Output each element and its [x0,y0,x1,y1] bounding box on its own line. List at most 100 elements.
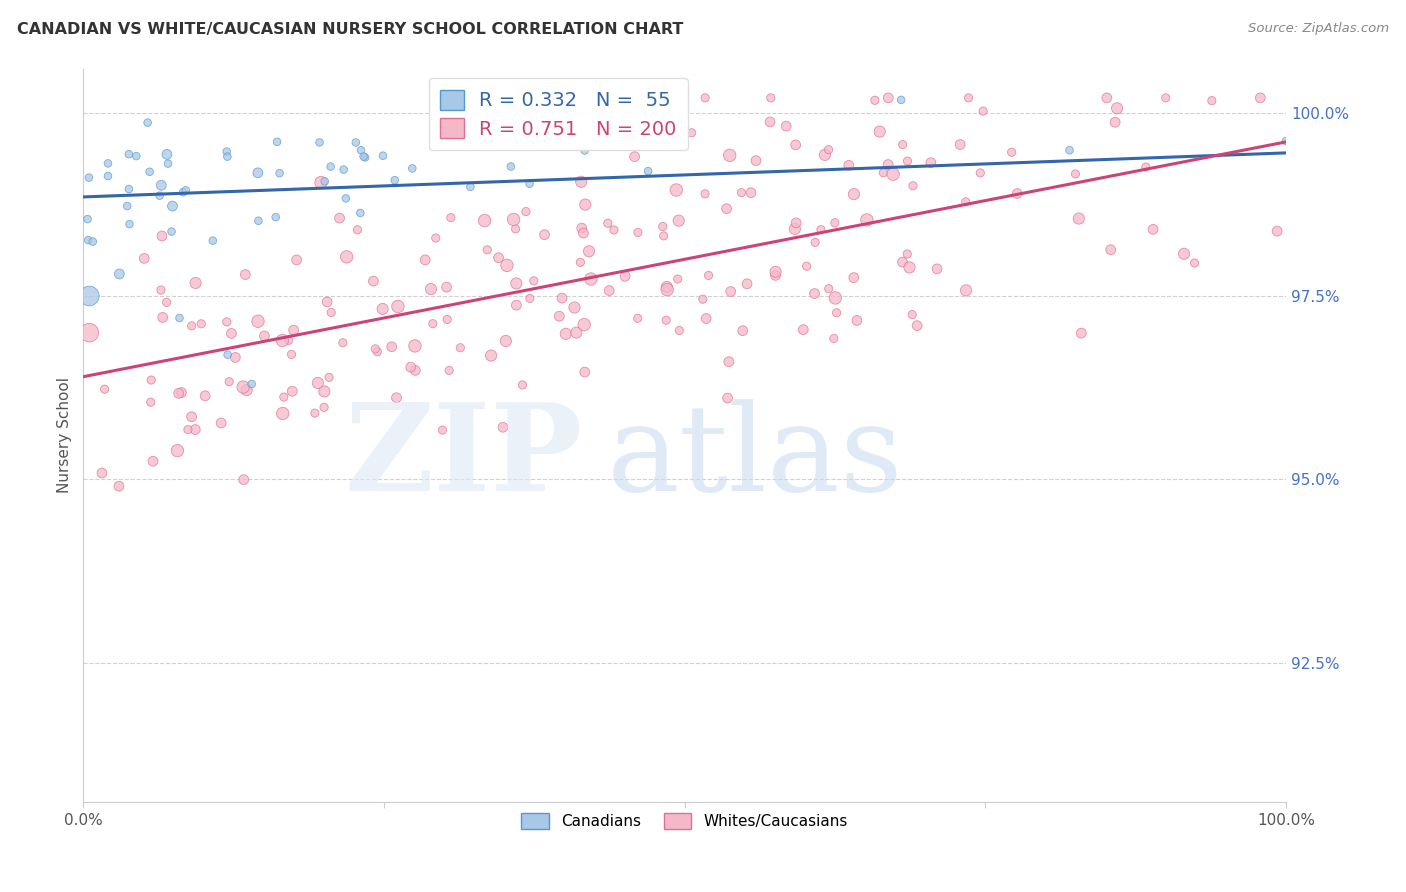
Point [1201,94,1223,108]
Point [731,324,754,338]
Point [174,183,197,197]
Point [118,147,141,161]
Point [1275,134,1298,148]
Point [488,251,510,265]
Point [1184,256,1206,270]
Point [240,377,263,392]
Point [792,323,814,337]
Point [170,385,193,400]
Point [759,91,782,105]
Point [142,454,165,468]
Point [515,204,537,219]
Point [304,406,326,420]
Point [1104,115,1126,129]
Y-axis label: Nursery School: Nursery School [58,377,72,493]
Point [91,466,114,480]
Point [312,401,335,415]
Point [785,137,807,152]
Point [1135,160,1157,174]
Point [139,395,162,409]
Point [97,156,120,170]
Point [167,386,190,401]
Point [882,167,904,181]
Point [1142,222,1164,236]
Point [177,423,200,437]
Point [572,318,595,332]
Point [803,286,825,301]
Point [280,347,302,361]
Point [1005,186,1028,201]
Point [716,202,738,216]
Point [505,298,527,312]
Point [247,314,270,328]
Point [668,323,690,337]
Point [627,226,650,240]
Point [1154,91,1177,105]
Point [149,283,172,297]
Point [863,93,886,107]
Point [364,342,387,356]
Point [1064,167,1087,181]
Point [118,217,141,231]
Point [77,233,100,247]
Point [578,244,600,259]
Point [422,317,444,331]
Point [138,165,160,179]
Point [969,166,991,180]
Point [783,222,806,236]
Point [277,333,299,347]
Point [150,178,173,193]
Point [316,294,339,309]
Point [381,340,404,354]
Point [898,260,921,275]
Point [404,339,426,353]
Point [425,231,447,245]
Point [232,473,254,487]
Text: atlas: atlas [606,399,903,516]
Point [596,216,619,230]
Text: CANADIAN VS WHITE/CAUCASIAN NURSERY SCHOOL CORRELATION CHART: CANADIAN VS WHITE/CAUCASIAN NURSERY SCHO… [17,22,683,37]
Point [877,91,900,105]
Point [869,125,891,139]
Point [363,274,385,288]
Point [496,259,519,273]
Point [385,391,408,405]
Point [436,312,458,326]
Point [668,213,690,227]
Point [665,183,688,197]
Point [666,272,689,286]
Point [336,250,359,264]
Point [283,323,305,337]
Point [366,344,388,359]
Point [218,375,240,389]
Point [523,274,546,288]
Point [82,235,104,249]
Point [460,179,482,194]
Point [571,221,593,235]
Point [194,389,217,403]
Point [1070,326,1092,340]
Point [166,443,188,458]
Point [125,149,148,163]
Point [160,225,183,239]
Point [901,178,924,193]
Point [329,211,352,226]
Point [387,300,409,314]
Point [281,384,304,399]
Point [156,147,179,161]
Point [1095,91,1118,105]
Point [97,169,120,183]
Point [180,318,202,333]
Point [221,326,243,341]
Point [825,306,848,320]
Text: ZIP: ZIP [344,399,582,516]
Point [309,176,332,190]
Point [655,313,678,327]
Point [730,186,752,200]
Point [652,228,675,243]
Point [810,222,832,236]
Point [404,363,426,377]
Point [574,197,596,211]
Point [149,188,172,202]
Point [720,285,742,299]
